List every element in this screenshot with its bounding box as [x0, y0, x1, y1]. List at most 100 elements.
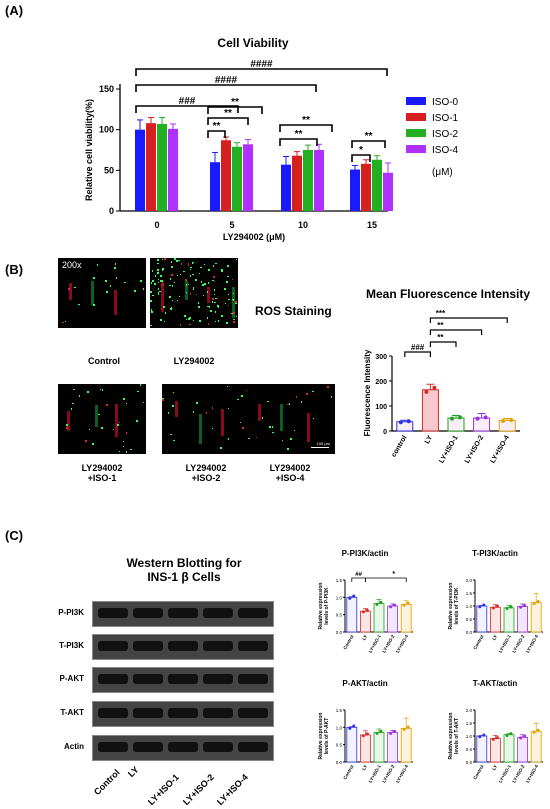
fluorescence-dot	[142, 401, 145, 404]
scale-bar-label: 100 μm	[316, 441, 330, 446]
y-axis-label: levels of P-AKT	[324, 718, 330, 755]
y-tick-label: 0.5	[336, 613, 343, 618]
fluorescence-dot	[179, 324, 182, 326]
fluorescence-dot	[99, 388, 102, 391]
bar	[146, 123, 156, 211]
fluorescence-dot	[142, 288, 145, 290]
wb-band	[98, 742, 128, 752]
fluorescence-dot	[157, 269, 159, 271]
data-point	[509, 417, 514, 422]
bar	[361, 163, 371, 211]
fluorescence-dot	[300, 401, 303, 403]
data-point	[352, 594, 356, 598]
y-tick-label: 0	[109, 206, 114, 216]
fluorescence-dot	[157, 259, 159, 261]
significance-marker: **	[231, 97, 239, 108]
stain-streak	[258, 403, 262, 421]
fluorescence-dot	[227, 304, 230, 307]
significance-bracket	[135, 105, 239, 113]
data-point	[523, 604, 527, 608]
bar	[387, 732, 398, 763]
significance-bracket	[207, 117, 249, 125]
fluorescence-dot	[231, 298, 234, 300]
fluorescence-dot	[212, 265, 215, 267]
significance-marker: **	[437, 321, 444, 330]
fluorescence-dot	[160, 307, 163, 310]
significance-bracket	[135, 84, 317, 92]
fluorescence-dot	[114, 267, 116, 269]
bar	[517, 736, 528, 763]
wb-lane-label: Control	[92, 767, 122, 798]
fluorescence-dot	[241, 395, 243, 397]
fluorescence-dot	[170, 433, 172, 436]
data-point	[365, 608, 369, 612]
fluorescence-dot	[232, 292, 235, 295]
fluorescence-dot	[205, 412, 208, 414]
significance-bracket	[365, 577, 407, 582]
fluorescence-dot	[189, 323, 191, 326]
significance-bracket	[429, 341, 457, 347]
wb-band	[203, 674, 233, 684]
fluorescence-dot	[171, 285, 174, 287]
scale-bar	[311, 447, 329, 448]
fluorescence-dot	[224, 288, 226, 290]
bar	[157, 123, 167, 211]
fluorescence-dot	[101, 427, 103, 429]
fluorescence-dot	[192, 261, 194, 264]
quant-chart-title: T-AKT/actin	[473, 679, 518, 688]
wb-band	[133, 674, 163, 684]
y-tick-label: 150	[99, 84, 114, 94]
fluorescence-dot	[190, 266, 192, 268]
bar	[292, 155, 302, 211]
fluorescence-dot	[214, 320, 217, 323]
significance-bracket	[429, 329, 483, 335]
caption-ly294002: LY294002	[173, 356, 215, 366]
fluorescence-dot	[125, 451, 128, 453]
micrograph-ly-iso4: 100 μm	[247, 384, 335, 454]
y-tick-label: 1.0	[466, 734, 473, 739]
data-point	[483, 415, 488, 420]
data-point	[361, 734, 365, 738]
significance-marker: **	[295, 129, 303, 140]
fluorescence-dot	[118, 450, 121, 453]
fluorescence-dot	[208, 269, 210, 271]
fluorescence-dot	[170, 308, 172, 310]
y-tick-label: 1.5	[466, 721, 473, 726]
bar	[383, 172, 393, 211]
fluorescence-dot	[160, 275, 162, 277]
fluorescence-dot	[206, 317, 209, 319]
data-point	[501, 419, 506, 424]
y-tick-label: 0.0	[466, 760, 473, 765]
fluorescence-dot	[185, 291, 188, 294]
fluorescence-dot	[185, 318, 188, 321]
fluorescence-dot	[162, 283, 164, 286]
bar	[400, 603, 412, 633]
fluorescence-dot	[213, 289, 216, 291]
fluorescence-dot	[170, 307, 173, 309]
data-point	[478, 605, 482, 609]
stain-streak	[220, 408, 224, 437]
fluorescence-dot	[192, 411, 195, 413]
x-tick-label: LY+ISO-1	[498, 764, 512, 784]
data-point	[495, 604, 499, 608]
fluorescence-dot	[293, 429, 296, 432]
quant-chart: T-PI3K/actin 0.0 0.5 1.0 1.5 2.0 Relative expr…	[448, 549, 543, 654]
x-tick-label: Control	[342, 764, 354, 780]
x-tick-label: Control	[472, 764, 484, 780]
data-point	[505, 607, 509, 611]
bar	[490, 606, 501, 633]
fluorescence-dot	[152, 280, 154, 282]
stain-streak	[184, 280, 188, 301]
fluorescence-dot	[114, 263, 117, 265]
fluorescence-dot	[191, 262, 194, 264]
quant-chart-title: T-PI3K/actin	[472, 549, 518, 558]
fluorescence-dot	[233, 321, 235, 323]
y-axis-label: Fluorescence Intensity	[363, 349, 372, 436]
wb-band	[238, 674, 268, 684]
x-tick-label: 15	[367, 220, 377, 230]
x-tick-label: LY	[491, 764, 498, 771]
y-tick-label: 2.0	[466, 708, 473, 713]
stain-streak	[114, 289, 118, 316]
significance-bracket	[429, 317, 508, 323]
x-tick-label: LY+ISO-4	[395, 634, 409, 654]
